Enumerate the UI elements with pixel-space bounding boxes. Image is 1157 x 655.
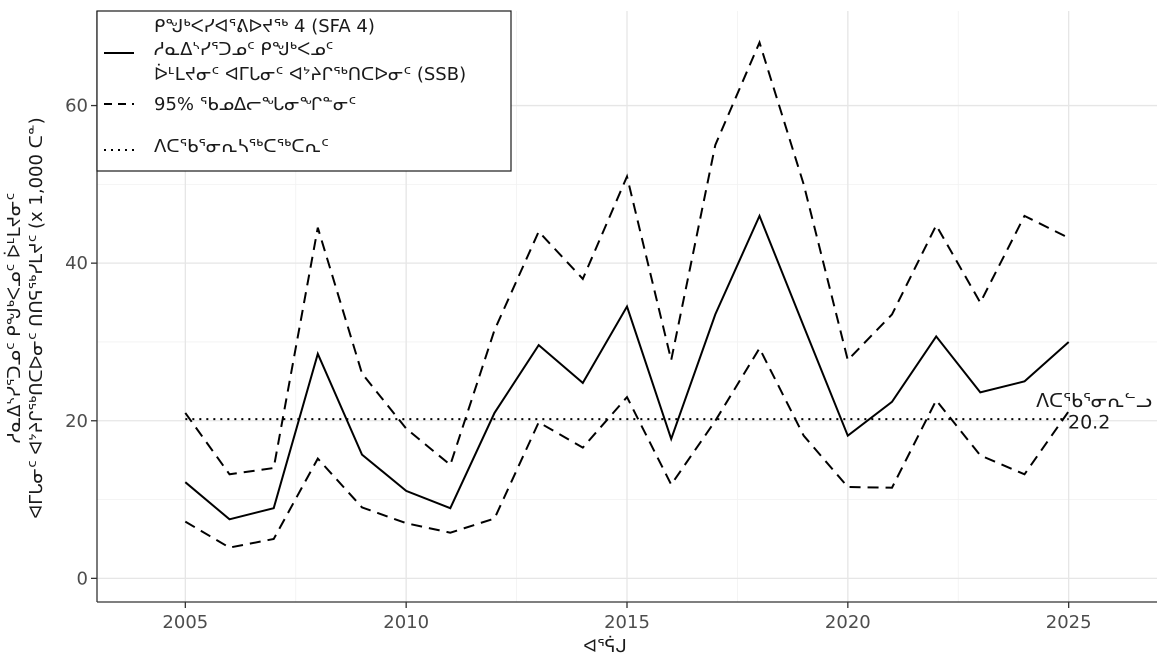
legend-label-ssb-line-1: ᓱᓇᐃᔅᓯᕐᑐᓄᑦ ᑭᖑᒃᐸᓄᑦ xyxy=(154,39,333,60)
x-tick-label: 2025 xyxy=(1046,612,1092,633)
y-axis-title: ᓱᓇᐃᔅᓯᕐᑐᓄᑦ ᑭᖑᒃᐸᓄᑦ ᐆᒻᒪᔪᓂᑦ ᐊᒥᒐᓂᑦ ᐊᔾᔨᒋᖅᑎᑕᐅᓂᑦ… xyxy=(4,117,47,518)
series-line-ssb xyxy=(184,213,1070,521)
series-line-ci-upper xyxy=(184,39,1070,476)
series-group xyxy=(184,39,1070,549)
reference-line-value: 20.2 xyxy=(1068,412,1110,434)
series-line-ci-lower xyxy=(184,346,1070,549)
y-axis-title-line-2: ᐊᒥᒐᓂᑦ ᐊᔾᔨᒋᖅᑎᑕᐅᓂᑦ ᑎᑎᕋᖅᓯᒪᔪᑦ (x 1,000 ᑕᓐ) xyxy=(26,117,47,518)
x-tick-label: 2010 xyxy=(383,612,429,633)
reference-line-label: ᐱᑕᖃᕐᓂᕆᓪᓗ xyxy=(1036,390,1152,412)
legend-label-ssb-line-2: ᐆᒻᒪᔪᓂᑦ ᐊᒥᒐᓂᑦ ᐊᔾᔨᒋᖅᑎᑕᐅᓂᑦ (SSB) xyxy=(154,64,466,85)
legend: ᑭᖑᒃᐸᓯᐊᕐᕕᐅᔪᖅ 4 (SFA 4) ᓱᓇᐃᔅᓯᕐᑐᓄᑦ ᑭᖑᒃᐸᓄᑦ ᐆ… xyxy=(96,10,512,172)
legend-box xyxy=(96,10,512,172)
x-axis-ticks: 2005 2010 2015 2020 2025 xyxy=(162,602,1092,633)
y-axis-title-line-1: ᓱᓇᐃᔅᓯᕐᑐᓄᑦ ᑭᖑᒃᐸᓄᑦ ᐆᒻᒪᔪᓂᑦ xyxy=(4,193,25,443)
x-tick-label: 2020 xyxy=(825,612,871,633)
x-axis-title: ᐊᕐᕌᒍ xyxy=(583,636,627,655)
legend-title: ᑭᖑᒃᐸᓯᐊᕐᕕᐅᔪᖅ 4 (SFA 4) xyxy=(154,16,375,37)
x-tick-label: 2015 xyxy=(604,612,650,633)
y-tick-label: 20 xyxy=(65,411,88,432)
legend-label-ci: 95% ᖃᓄᐃᓕᖓᓂᖏᓐᓂᑦ xyxy=(154,94,356,115)
legend-label-ref: ᐱᑕᖃᕐᓂᕆᓴᖅᑕᖅᑕᕆᑦ xyxy=(154,136,329,157)
y-tick-label: 40 xyxy=(65,253,88,274)
x-tick-label: 2005 xyxy=(162,612,208,633)
y-tick-label: 60 xyxy=(65,96,88,117)
y-axis-ticks: 0 20 40 60 xyxy=(65,96,97,589)
y-tick-label: 0 xyxy=(77,568,88,589)
